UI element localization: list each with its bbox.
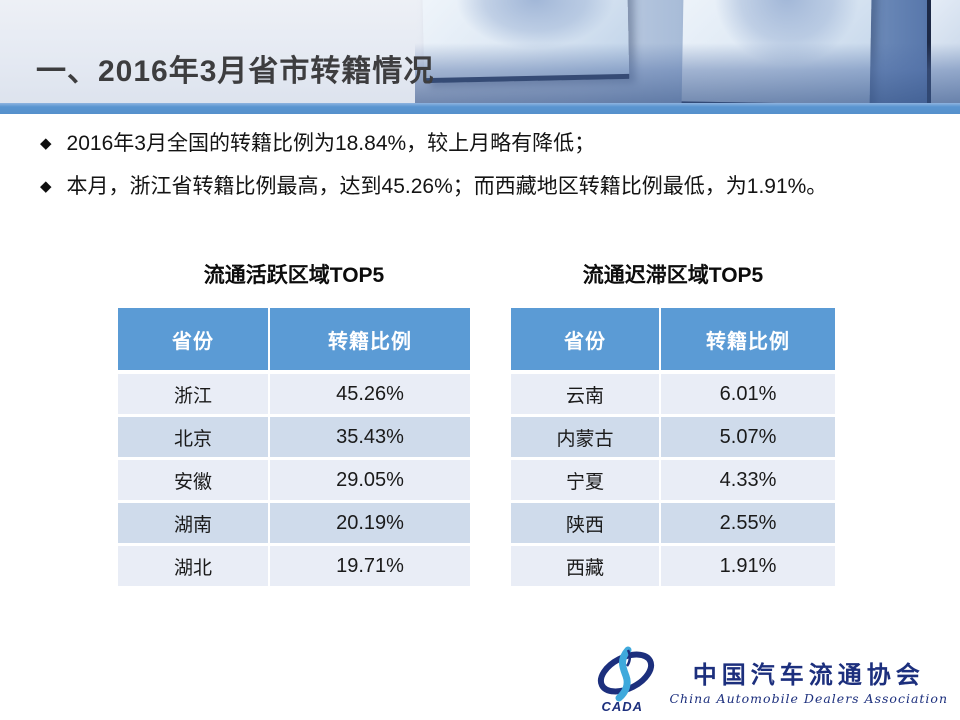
ratio-cell: 1.91% [661,546,835,586]
province-cell: 湖南 [118,503,268,543]
world-map-cubes-image [415,0,960,103]
table-row: 西藏 1.91% [511,546,835,586]
table-row: 北京 35.43% [118,417,470,457]
table-row: 宁夏 4.33% [511,460,835,500]
table-header-row: 省份 转籍比例 [511,308,835,370]
ratio-cell: 6.01% [661,374,835,414]
ratio-cell: 20.19% [270,503,470,543]
ratio-cell: 29.05% [270,460,470,500]
province-cell: 安徽 [118,460,268,500]
active-regions-table-title: 流通活跃区域TOP5 [203,264,385,287]
table-row: 陕西 2.55% [511,503,835,543]
accent-divider-bar [0,103,960,114]
bullet-text: 2016年3月全国的转籍比例为18.84%，较上月略有降低； [66,132,596,155]
province-cell: 北京 [118,417,268,457]
province-cell: 陕西 [511,503,659,543]
logo-text-block: 中国汽车流通协会 China Automobile Dealers Associ… [669,655,948,706]
cada-acronym: CADA [601,699,644,714]
diamond-bullet-icon: ◆ [40,135,52,152]
bullet-item: ◆ 本月，浙江省转籍比例最高，达到45.26%；而西藏地区转籍比例最低，为1.9… [40,173,920,201]
table-row: 云南 6.01% [511,374,835,414]
ratio-cell: 19.71% [270,546,470,586]
slide-header: 一、2016年3月省市转籍情况 [0,0,960,103]
cada-logo-mark: CADA [589,646,663,714]
active-regions-table: 省份 转籍比例 浙江 45.26% 北京 35.43% 安徽 29.05% 湖南… [118,308,470,589]
table-header-row: 省份 转籍比例 [118,308,470,370]
province-cell: 宁夏 [511,460,659,500]
ratio-cell: 5.07% [661,417,835,457]
diamond-bullet-icon: ◆ [40,178,52,195]
column-header-ratio: 转籍比例 [270,308,470,370]
cada-ellipse-swoosh-icon [598,646,655,702]
column-header-ratio: 转籍比例 [661,308,835,370]
province-cell: 西藏 [511,546,659,586]
column-header-province: 省份 [511,308,659,370]
bullet-text: 本月，浙江省转籍比例最高，达到45.26%；而西藏地区转籍比例最低，为1.91%… [66,175,828,198]
org-name-chinese: 中国汽车流通协会 [692,659,925,689]
ratio-cell: 4.33% [661,460,835,500]
table-row: 内蒙古 5.07% [511,417,835,457]
sluggish-regions-table-title: 流通迟滞区域TOP5 [582,264,764,287]
table-row: 湖南 20.19% [118,503,470,543]
table-row: 湖北 19.71% [118,546,470,586]
province-cell: 云南 [511,374,659,414]
bullet-item: ◆ 2016年3月全国的转籍比例为18.84%，较上月略有降低； [40,130,920,158]
province-cell: 湖北 [118,546,268,586]
sluggish-regions-table: 省份 转籍比例 云南 6.01% 内蒙古 5.07% 宁夏 4.33% 陕西 2… [511,308,835,589]
ratio-cell: 45.26% [270,374,470,414]
column-header-province: 省份 [118,308,268,370]
province-cell: 浙江 [118,374,268,414]
page-title: 一、2016年3月省市转籍情况 [36,55,435,88]
ratio-cell: 35.43% [270,417,470,457]
table-row: 浙江 45.26% [118,374,470,414]
org-name-english: China Automobile Dealers Association [669,690,948,706]
bullet-list: ◆ 2016年3月全国的转籍比例为18.84%，较上月略有降低； ◆ 本月，浙江… [40,130,920,216]
cada-logo: CADA 中国汽车流通协会 China Automobile Dealers A… [589,646,948,714]
province-cell: 内蒙古 [511,417,659,457]
floor-shadow [415,43,960,103]
ratio-cell: 2.55% [661,503,835,543]
table-row: 安徽 29.05% [118,460,470,500]
